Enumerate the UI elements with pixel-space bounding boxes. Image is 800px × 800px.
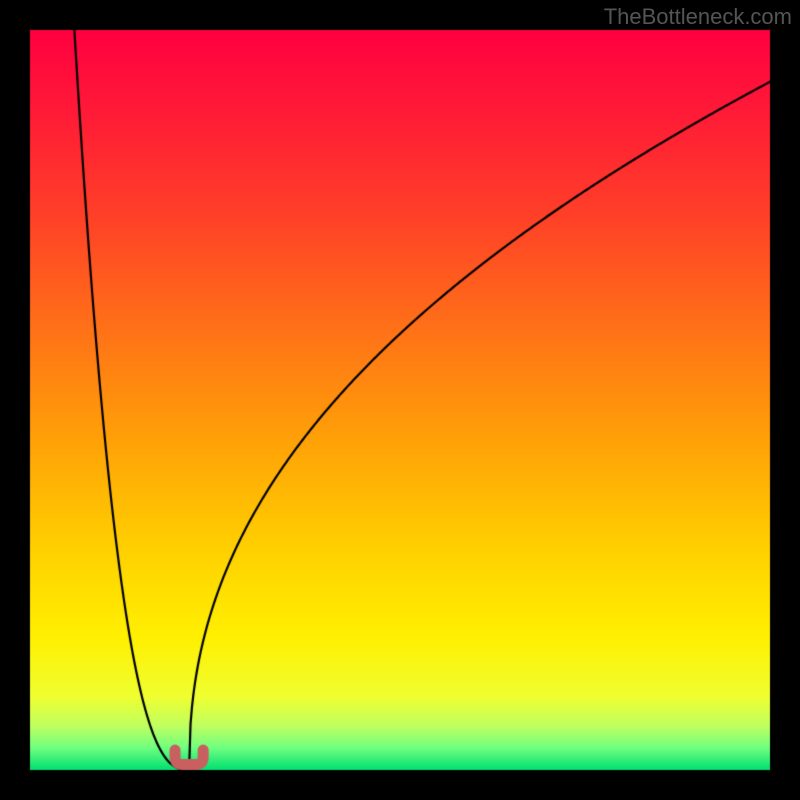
watermark-text: TheBottleneck.com [604,4,792,30]
figure-container: TheBottleneck.com [0,0,800,800]
bottleneck-chart-canvas [0,0,800,800]
